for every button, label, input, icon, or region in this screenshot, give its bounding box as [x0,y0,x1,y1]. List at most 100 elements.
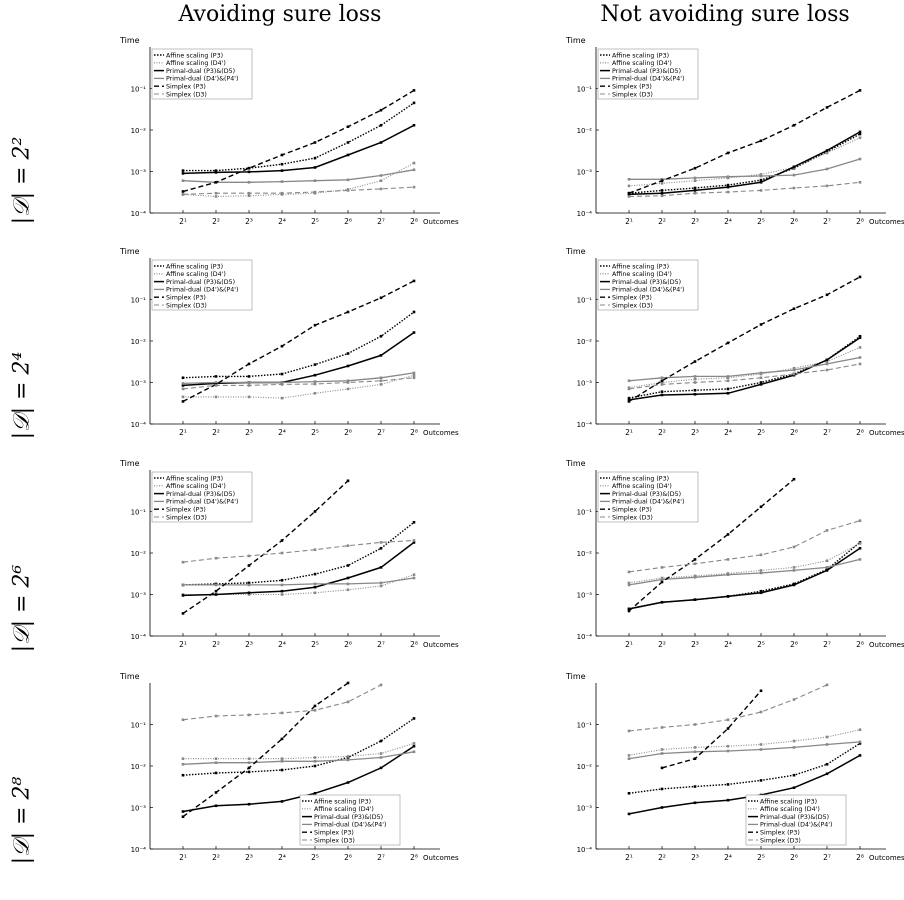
data-point [181,718,185,722]
data-point [627,398,631,402]
data-point [858,275,862,279]
data-point [313,582,317,586]
data-point [825,106,829,109]
data-point [660,580,664,584]
data-point [313,382,317,386]
data-point [181,612,185,615]
data-point [858,334,862,338]
data-point [858,754,862,757]
data-point [759,173,763,176]
data-point [693,801,697,805]
series-line-5 [628,684,828,732]
legend-entry: Affine scaling (D4') [612,60,672,67]
x-tick-label: 2⁴ [278,853,286,862]
data-point [181,169,185,172]
data-point [280,551,284,555]
data-point [759,689,763,693]
legend-entry: Primal-dual (D4')&(P4') [612,76,685,83]
data-point [858,356,862,359]
data-point [346,381,350,384]
legend-entry: Primal-dual (D4')&(P4') [612,287,685,294]
data-point [825,762,829,766]
y-tick-label: 10⁻³ [577,805,593,813]
y-axis-label: Time [565,672,586,681]
data-point [792,569,796,572]
x-tick-label: 2⁶ [344,217,352,226]
legend-entry: Simplex (D3) [612,91,653,98]
series-line-4 [661,690,762,769]
data-point [247,802,251,806]
y-tick-label: 10⁻⁴ [131,421,147,429]
data-point [313,380,317,383]
data-point [858,132,862,136]
data-point [825,683,829,687]
data-point [379,123,383,127]
data-point [280,383,284,386]
data-point [660,177,664,181]
data-point [858,740,862,744]
data-point [214,771,218,775]
data-point [379,179,383,183]
x-tick-label: 2³ [245,217,253,226]
data-point [181,376,185,380]
data-point [412,520,416,524]
data-point [825,735,829,739]
data-point [313,323,317,327]
data-point [313,591,317,595]
x-tick-label: 2⁴ [724,217,732,226]
y-tick-label: 10⁻² [131,338,147,346]
legend-box [597,471,699,523]
chart-panel-r2c2: Time 10⁻⁴ 10⁻³ 10⁻² 10⁻¹ 2¹ 2² 2³ 2⁴ 2⁵ 2⁶ 2⁷ 2⁸ Outc… [565,247,904,437]
data-point [247,384,251,387]
data-point [379,766,383,770]
data-point [660,383,664,386]
legend-box [299,794,401,846]
data-point [726,798,730,802]
data-point [412,541,416,544]
legend-entry: Affine scaling (D4') [166,483,226,490]
chart-panel-r3c1: Time 10⁻⁴ 10⁻³ 10⁻² 10⁻¹ 2¹ 2² 2³ 2⁴ 2⁵ 2⁶ 2⁷ 2⁸ Outc… [119,459,459,649]
legend-entry: Simplex (D3) [166,302,207,309]
data-point [693,757,697,760]
chart-grid: Time 10⁻⁴ 10⁻³ 10⁻² 10⁻¹ 2¹ 2² 2³ 2⁴ 2⁵ 2⁶ 2⁷ 2⁸ Outc… [119,36,904,862]
x-tick-label: 2² [658,428,666,437]
data-point [759,381,763,384]
x-tick-label: 2⁶ [790,853,798,862]
data-point [247,713,251,717]
data-point [825,360,829,363]
data-point [759,174,763,178]
data-point [825,358,829,362]
x-tick-label: 2⁴ [278,640,286,649]
data-point [627,379,631,383]
series-line-1 [182,162,415,198]
data-point [792,186,796,190]
x-tick-label: 2⁶ [790,640,798,649]
y-tick-label: 10⁻¹ [131,722,147,730]
data-point [825,566,829,569]
x-tick-label: 2² [212,428,220,437]
x-tick-label: 2⁴ [278,428,286,437]
data-point [412,373,416,377]
series-line-0 [182,717,415,776]
data-point [858,728,862,731]
x-tick-label: 2¹ [179,640,187,649]
data-point [379,334,383,338]
series-line-5 [182,377,415,390]
legend-entry: Affine scaling (D4') [612,271,672,278]
x-tick-label: 2⁷ [823,640,831,649]
data-point [181,384,185,387]
series-line-3 [182,372,415,385]
x-tick-label: 2⁵ [311,853,319,862]
data-point [660,181,664,185]
data-point [379,541,383,544]
data-point [379,584,383,588]
data-point [181,583,185,587]
legend-entry: Simplex (P3) [612,295,652,302]
data-point [280,180,284,183]
data-point [181,757,185,760]
y-tick-label: 10⁻⁴ [131,846,147,854]
data-point [313,585,317,589]
data-point [280,372,284,376]
series-line-5 [182,539,415,563]
data-point [379,566,383,569]
